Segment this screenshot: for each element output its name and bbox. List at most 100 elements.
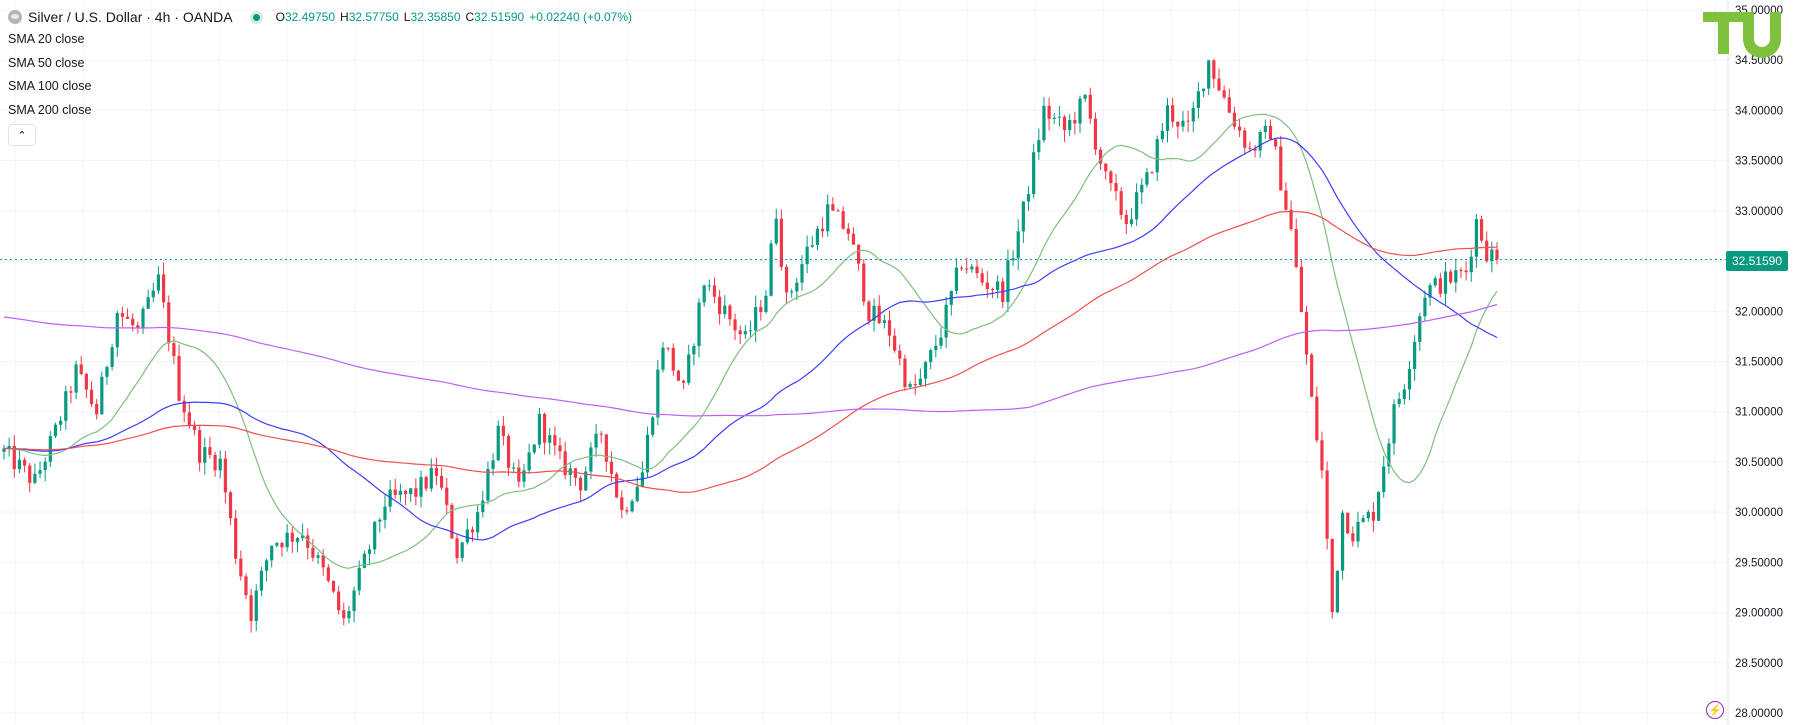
candle-body (1335, 570, 1340, 613)
candle-body (1315, 396, 1319, 441)
candle-body (748, 330, 753, 332)
candle-body (851, 233, 856, 245)
candle-body (1304, 312, 1309, 355)
candle-body (671, 347, 675, 371)
candle-body (1047, 105, 1051, 119)
candle-body (959, 267, 964, 269)
candle-body (7, 445, 11, 449)
candle-body (923, 362, 928, 379)
candle-body (270, 545, 274, 561)
indicator-sma-100[interactable]: SMA 100 close (8, 75, 632, 99)
candle-body (815, 228, 820, 246)
candle-body (337, 591, 341, 611)
candle-body (177, 356, 181, 401)
candle-body (918, 378, 922, 386)
candle-body (79, 364, 83, 374)
candle-body (1021, 201, 1025, 232)
open-value: 32.49750 (284, 10, 336, 24)
price-axis[interactable]: 35.0000034.5000034.0000033.5000033.00000… (1735, 5, 1783, 720)
sma-layer (3, 113, 1498, 569)
candle-body (115, 313, 119, 348)
candle-body (898, 350, 902, 359)
candle-body (1222, 90, 1226, 98)
candle-body (424, 477, 428, 489)
candle-body (857, 244, 861, 264)
candle-body (795, 282, 799, 292)
candle-body (326, 567, 330, 581)
candle-body (1212, 60, 1216, 79)
candle-body (1325, 470, 1329, 539)
candle-body (275, 543, 279, 546)
candle-body (1037, 140, 1041, 153)
candle-body (1371, 511, 1376, 521)
candle-body (1068, 119, 1072, 131)
candle-body (1104, 163, 1108, 172)
candle-body (393, 489, 397, 496)
candle-body (841, 211, 845, 229)
candle-body (532, 444, 536, 453)
candle-body (712, 285, 717, 297)
indicator-sma-20[interactable]: SMA 20 close (8, 28, 632, 52)
candle-body (764, 295, 768, 313)
silver-symbol-icon (8, 10, 22, 24)
candle-body (2, 448, 6, 452)
candle-body (198, 430, 202, 463)
open-label: O (275, 10, 285, 24)
price-tick-label: 31.50000 (1735, 357, 1783, 369)
collapse-legend-button[interactable]: ⌃ (8, 124, 36, 146)
price-tick-label: 28.00000 (1735, 708, 1783, 720)
candle-body (1279, 146, 1283, 191)
candle-body (1057, 116, 1061, 118)
candle-body (609, 461, 614, 474)
candle-body (1150, 172, 1154, 174)
candle-body (1145, 172, 1149, 185)
candle-body (573, 468, 578, 478)
candle-body (455, 538, 459, 558)
grid-lines (0, 0, 1728, 725)
candle-body (1418, 316, 1422, 342)
candle-body (630, 501, 634, 512)
price-tick-label: 28.50000 (1735, 658, 1783, 670)
candle-body (702, 285, 706, 303)
candle-body (1207, 60, 1211, 89)
candle-body (223, 458, 227, 493)
sma-100-line (3, 210, 1498, 493)
candle-body (1392, 404, 1396, 444)
candle-body (1356, 521, 1360, 542)
candle-body (1263, 125, 1267, 133)
candle-body (820, 228, 825, 232)
candle-body (398, 490, 403, 496)
candle-body (1129, 219, 1134, 225)
candle-body (1428, 285, 1432, 298)
lightning-icon[interactable]: ⚡ (1706, 701, 1724, 719)
candle-body (1299, 266, 1303, 313)
candle-body (1346, 512, 1350, 534)
candle-body (1330, 538, 1334, 613)
candle-body (1093, 118, 1098, 150)
candle-body (527, 452, 531, 471)
chevron-up-icon: ⌃ (17, 129, 27, 142)
market-status-icon[interactable] (252, 13, 260, 21)
candle-body (512, 467, 516, 469)
candle-body (1073, 119, 1077, 124)
candle-body (1423, 297, 1427, 317)
candle-body (1474, 219, 1479, 257)
candle-body (460, 542, 464, 558)
candle-body (125, 316, 130, 319)
symbol-title[interactable]: Silver / U.S. Dollar · 4h · OANDA (28, 9, 233, 25)
candle-body (836, 210, 840, 212)
low-value: 32.35850 (410, 10, 461, 24)
candle-body (362, 553, 366, 568)
low-label: L (403, 10, 411, 24)
candle-body (347, 610, 351, 619)
candle-body (131, 318, 135, 326)
sma-200-line (3, 303, 1498, 417)
indicator-sma-50[interactable]: SMA 50 close (8, 52, 632, 76)
price-change: +0.02240 (+0.07%) (529, 10, 632, 24)
candle-body (440, 475, 444, 488)
candle-body (908, 383, 912, 388)
close-label: C (465, 10, 475, 24)
candle-body (38, 470, 42, 474)
indicator-sma-200[interactable]: SMA 200 close (8, 99, 632, 123)
